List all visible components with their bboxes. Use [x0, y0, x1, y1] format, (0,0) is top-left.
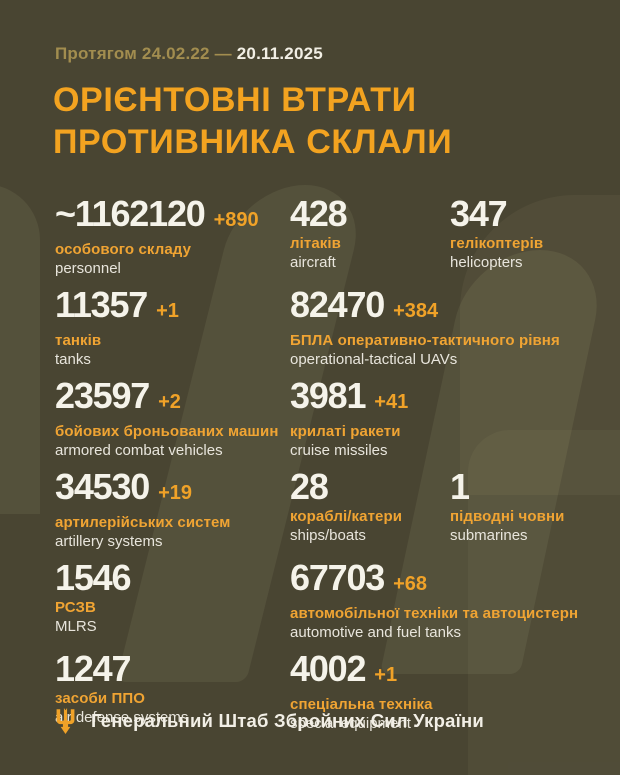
stat-tanks: 11357 +1 танків tanks: [55, 285, 290, 369]
footer: Генеральний Штаб Збройних Сил України: [55, 708, 484, 734]
stat-value: 428: [290, 193, 348, 234]
stat-delta: +2: [158, 391, 181, 413]
stat-delta: +68: [393, 573, 428, 595]
stat-label-en: ships/boats: [290, 527, 366, 544]
page-title: ОРІЄНТОВНІ ВТРАТИ ПРОТИВНИКА СКЛАЛИ: [53, 79, 452, 163]
stat-label-uk: артилерійських систем: [55, 514, 231, 531]
stats-grid: ~1162120 +890 особового складу personnel …: [55, 194, 600, 740]
stat-delta: +1: [374, 664, 398, 686]
stat-aircraft: 428 літаків aircraft: [290, 194, 450, 278]
stat-value: 82470: [290, 284, 385, 325]
report-date: 20.11.2025: [236, 44, 323, 63]
stat-label-uk: кораблі/катери: [290, 508, 403, 525]
stat-armored-vehicles: 23597 +2 бойових броньованих машин armore…: [55, 376, 290, 460]
stat-value: 67703: [290, 557, 385, 598]
stat-label-en: personnel: [55, 260, 121, 277]
stat-value: 23597: [55, 375, 150, 416]
stat-label-en: artillery systems: [55, 533, 163, 550]
stat-label-uk: крилаті ракети: [290, 423, 401, 440]
stat-delta: +1: [156, 300, 179, 322]
stat-personnel: ~1162120 +890 особового складу personnel: [55, 194, 290, 278]
stat-value: 1546: [55, 557, 132, 598]
stat-label-en: tanks: [55, 351, 91, 368]
stat-artillery: 34530 +19 артилерійських систем artillery…: [55, 467, 290, 551]
stat-value: 34530: [55, 466, 150, 507]
stat-cruise-missiles: 3981 +41 крилаті ракети cruise missiles: [290, 376, 600, 460]
stat-helicopters: 347 гелікоптерів helicopters: [450, 194, 600, 278]
stat-mlrs: 1546 РСЗВ MLRS: [55, 558, 290, 642]
stat-label-en: automotive and fuel tanks: [290, 624, 461, 641]
stat-value: 1247: [55, 648, 132, 689]
stat-ships: 28 кораблі/катери ships/boats: [290, 467, 450, 551]
stats-row-3: 23597 +2 бойових броньованих машин armore…: [55, 376, 600, 460]
trident-icon: [56, 708, 75, 734]
stat-label-uk: РСЗВ: [55, 599, 96, 616]
source-label: Генеральний Штаб Збройних Сил України: [91, 710, 484, 731]
stat-value: 4002: [290, 648, 367, 689]
stat-value: 1: [450, 466, 470, 507]
stat-special-equipment: 4002 +1 спеціальна техніка special equipm…: [290, 649, 600, 733]
trident-watermark-right-arc: [460, 195, 620, 495]
stat-label-uk: гелікоптерів: [450, 235, 544, 252]
stat-label-uk: БПЛА оперативно-тактичного рівня: [290, 332, 560, 349]
stat-label-en: operational-tactical UAVs: [290, 351, 458, 368]
stat-value: 28: [290, 466, 329, 507]
stat-label-uk: засоби ППО: [55, 690, 145, 707]
stat-label-en: air defense systems: [55, 709, 189, 726]
title-line-1: ОРІЄНТОВНІ ВТРАТИ: [53, 81, 417, 119]
stats-row-6: 1247 засоби ППО air defense systems 4002…: [55, 649, 600, 733]
stat-label-en: special equipment: [290, 715, 411, 732]
stat-air-defense: 1247 засоби ППО air defense systems: [55, 649, 290, 733]
stat-label-uk: автомобільної техніки та автоцистерн: [290, 605, 579, 622]
stat-delta: +19: [158, 482, 193, 504]
stat-value: ~1162120: [55, 193, 206, 234]
stat-delta: +890: [213, 209, 259, 231]
stat-label-en: MLRS: [55, 618, 97, 635]
stat-delta: +41: [374, 391, 409, 413]
stat-submarines: 1 підводні човни submarines: [450, 467, 600, 551]
stat-label-en: submarines: [450, 527, 528, 544]
stat-value: 347: [450, 193, 508, 234]
stat-value: 3981: [290, 375, 367, 416]
stat-label-uk: підводні човни: [450, 508, 565, 525]
stat-label-uk: бойових броньованих машин: [55, 423, 279, 440]
trident-watermark-bottom-right: [468, 430, 620, 775]
stats-row-1: ~1162120 +890 особового складу personnel …: [55, 194, 600, 278]
stat-value: 11357: [55, 284, 148, 325]
report-period: Протягом 24.02.22 — 20.11.2025: [55, 44, 323, 64]
stat-label-en: armored combat vehicles: [55, 442, 223, 459]
stat-label-uk: спеціальна техніка: [290, 696, 433, 713]
stat-label-en: aircraft: [290, 254, 336, 271]
stat-label-uk: особового складу: [55, 241, 192, 258]
stat-label-uk: танків: [55, 332, 102, 349]
stats-row-2: 11357 +1 танків tanks 82470 +384 БПЛА опер…: [55, 285, 600, 369]
stat-label-en: helicopters: [450, 254, 523, 271]
stat-uavs: 82470 +384 БПЛА оперативно-тактичного рів…: [290, 285, 600, 369]
stats-row-4: 34530 +19 артилерійських систем artillery…: [55, 467, 600, 551]
stat-label-uk: літаків: [290, 235, 341, 252]
stat-delta: +384: [393, 300, 439, 322]
title-line-2: ПРОТИВНИКА СКЛАЛИ: [53, 123, 453, 162]
stat-label-en: cruise missiles: [290, 442, 388, 459]
period-prefix: Протягом 24.02.22 —: [55, 44, 232, 63]
stats-row-5: 1546 РСЗВ MLRS 67703 +68 автомобільної те…: [55, 558, 600, 642]
trident-watermark-left-edge: [0, 184, 40, 514]
stat-automotive: 67703 +68 автомобільної техніки та автоци…: [290, 558, 600, 642]
